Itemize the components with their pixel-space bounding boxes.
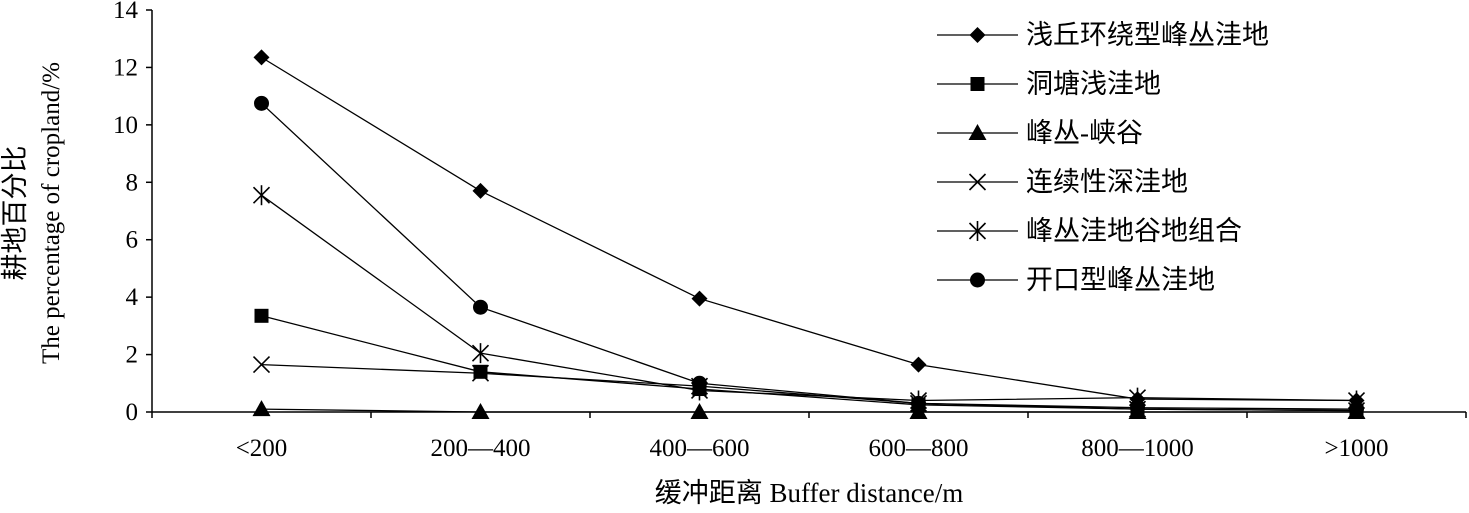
data-point-asterisk: [471, 343, 490, 364]
legend-marker-diamond: [969, 27, 986, 43]
legend-item: 峰丛-峡谷: [937, 118, 1143, 148]
data-point-diamond: [253, 49, 270, 66]
legend-label: 峰丛洼地谷地组合: [1026, 216, 1242, 246]
data-point-square: [473, 364, 488, 379]
legend-marker-x: [968, 173, 987, 191]
data-point-circle: [911, 395, 926, 411]
series-2: [254, 308, 1364, 418]
legend-label: 峰丛-峡谷: [1026, 118, 1143, 148]
x-tick-label: 600—800: [869, 435, 969, 462]
x-tick-label: 400—600: [650, 435, 750, 462]
series-line: [261, 102, 1357, 410]
legend-marker-circle: [970, 272, 985, 288]
x-marker-stroke: [252, 356, 271, 374]
data-point-triangle: [471, 403, 490, 419]
data-point-circle: [692, 375, 707, 391]
data-point-x: [252, 356, 271, 374]
data-point-x: [471, 364, 490, 382]
y-tick-label: 4: [126, 284, 139, 311]
legend-item: 洞塘浅洼地: [937, 69, 1161, 99]
data-point-diamond: [691, 290, 708, 307]
y-tick-label: 10: [113, 112, 138, 139]
legend-marker-square: [970, 77, 985, 91]
x-marker-stroke: [471, 364, 490, 382]
y-tick-label: 12: [113, 54, 138, 81]
series-line: [261, 315, 1357, 412]
x-tick-label: 200—400: [431, 435, 531, 462]
data-point-diamond: [472, 182, 489, 199]
x-axis-title: 缓冲距离 Buffer distance/m: [655, 478, 963, 508]
data-point-circle: [254, 95, 269, 111]
series-line: [261, 56, 1357, 402]
data-point-diamond: [910, 356, 927, 373]
legend-label: 浅丘环绕型峰丛洼地: [1026, 20, 1269, 50]
data-point-circle: [1130, 400, 1145, 416]
series-line: [261, 194, 1357, 402]
y-tick-label: 0: [126, 399, 139, 426]
legend-marker-triangle: [968, 124, 987, 140]
data-point-circle: [473, 299, 488, 315]
data-point-triangle: [252, 400, 271, 417]
legend-item: 开口型峰丛洼地: [937, 265, 1215, 295]
series-line: [261, 363, 1357, 412]
y-tick-label: 2: [126, 342, 139, 369]
y-tick-label: 14: [113, 0, 139, 24]
legend-label: 连续性深洼地: [1026, 167, 1188, 197]
data-point-triangle: [909, 403, 928, 419]
legend-label: 开口型峰丛洼地: [1026, 265, 1215, 295]
series-6: [254, 95, 1364, 417]
y-tick-label: 6: [126, 227, 139, 254]
legend-label: 洞塘浅洼地: [1026, 69, 1161, 99]
x-tick-label: >1000: [1324, 435, 1388, 462]
x-marker-stroke: [968, 173, 987, 191]
y-axis-title-cn: 耕地百分比: [0, 146, 30, 281]
data-point-circle: [1349, 401, 1364, 417]
x-tick-label: <200: [236, 435, 288, 462]
y-axis-title-en: The percentage of cropland/%: [38, 62, 65, 364]
x-tick-label: 800—1000: [1081, 435, 1194, 462]
series-4: [252, 356, 1366, 420]
y-tick-label: 8: [126, 169, 139, 196]
data-point-asterisk: [252, 185, 271, 206]
data-point-triangle: [690, 403, 709, 419]
legend-item: 连续性深洼地: [937, 167, 1188, 197]
legend-item: 峰丛洼地谷地组合: [937, 216, 1242, 246]
data-point-square: [254, 308, 269, 323]
series-line: [261, 408, 1357, 413]
legend-marker-asterisk: [968, 221, 987, 241]
legend-item: 浅丘环绕型峰丛洼地: [937, 20, 1269, 50]
